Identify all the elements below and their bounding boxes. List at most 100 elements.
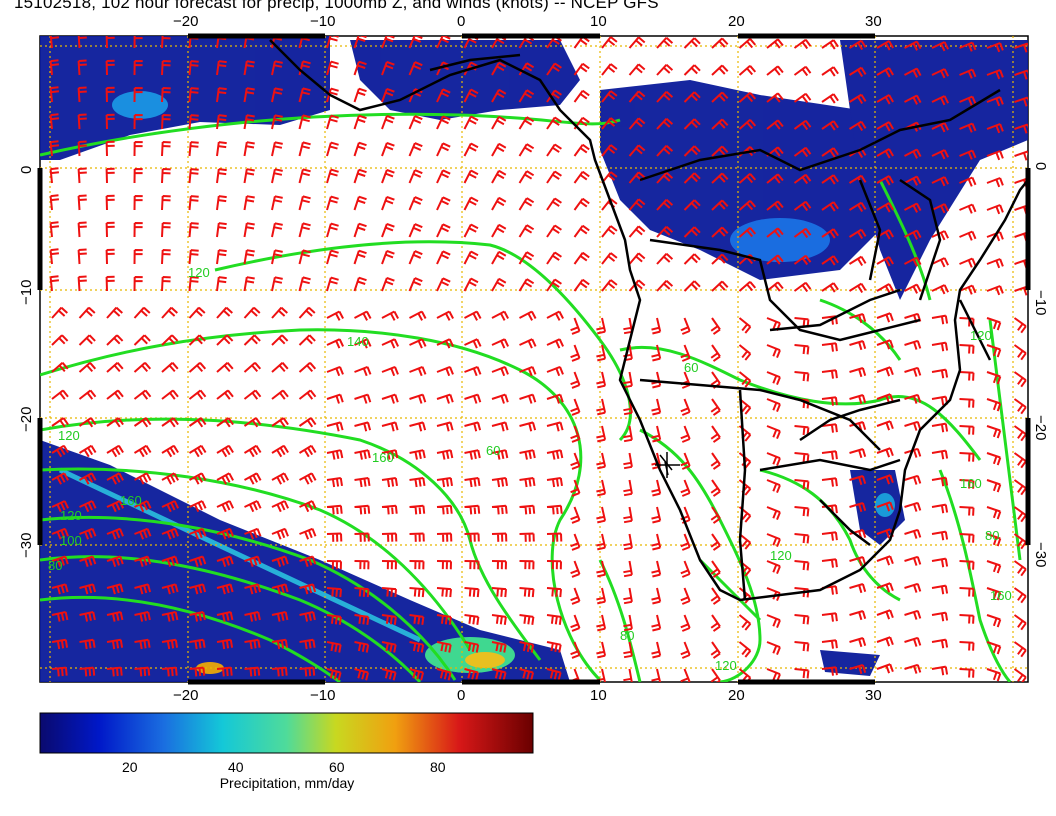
wind-barb [573,278,590,292]
wind-barb [570,479,581,497]
wind-barb [546,310,564,321]
wind-barb [243,141,255,157]
wind-barb [133,195,143,211]
wind-barb [106,666,123,677]
wind-barb [381,36,395,49]
wind-barb [519,393,537,404]
wind-barb [570,425,581,443]
wind-barb [464,477,481,488]
wind-barb [409,310,427,321]
wind-barb [189,500,207,513]
wind-barb [683,226,701,238]
wind-barb [326,532,343,542]
wind-barb [161,195,171,211]
wind-barb [904,67,922,78]
lon-tick-label: 20 [728,687,745,704]
wind-barb [986,285,1004,296]
wind-barb [271,527,289,540]
wind-barb [243,361,262,373]
wind-barb [904,229,922,240]
wind-barb [326,614,342,625]
wind-barb [354,365,372,377]
wind-barb [710,641,721,659]
wind-barb [904,40,922,51]
contour-label: 60 [486,443,500,458]
wind-barb [738,119,757,130]
wind-barb [986,425,1002,439]
wind-barb [546,170,562,184]
wind-barb [986,479,1002,493]
wind-barb [876,663,894,674]
wind-barb [491,587,507,598]
wind-barb [491,338,510,349]
wind-barb [766,200,784,211]
wind-barb [381,449,399,460]
wind-barb [959,230,977,241]
lon-tick-label: −10 [310,687,335,704]
wind-barb [353,114,367,130]
wind-barb [1014,69,1028,80]
wind-barb [570,398,581,416]
wind-barb [876,447,894,458]
wind-barb [133,249,143,265]
wind-barb [271,555,289,568]
wind-barb [161,276,171,292]
wind-barb [546,668,562,681]
wind-barb [436,614,452,625]
wind-barb [133,276,143,292]
wind-barb [134,555,152,568]
wind-barb [931,503,949,514]
wind-barb [188,334,206,346]
wind-barb [546,338,565,349]
wind-barb [519,587,535,598]
wind-barb [134,638,151,650]
wind-barb [766,38,784,49]
wind-barb [876,121,894,132]
wind-barb [821,666,838,676]
wind-barb [49,248,60,265]
wind-barb [876,256,894,267]
wind-barb [601,36,618,49]
wind-barb [959,344,975,354]
wind-barb [656,279,674,292]
wind-barb [436,449,454,460]
wind-barb [931,530,949,541]
wind-barb [651,668,662,682]
wind-barb [491,668,507,681]
wind-barb [651,587,662,605]
wind-barb [51,666,68,677]
wind-barb [464,587,480,598]
wind-barb [243,417,262,428]
wind-barb [1013,398,1027,415]
contour-label: 160 [372,450,394,465]
wind-barb [821,342,838,352]
wind-barb [188,249,199,265]
wind-barb [106,527,124,540]
wind-barb [821,66,839,77]
wind-barb [49,59,60,76]
wind-barb [408,250,423,265]
wind-barb [959,506,975,516]
wind-barb [216,195,227,211]
wind-barb [1013,425,1027,442]
wind-barb [79,555,97,568]
wind-barb [711,118,729,130]
wind-barb [986,614,1002,628]
wind-barb [931,449,949,460]
wind-barb [464,338,482,349]
wind-barb [959,68,977,79]
wind-barb [133,36,143,49]
lon-tick-label: 10 [590,687,607,704]
wind-barb [298,195,311,211]
wind-barb [79,500,97,513]
wind-barb [623,506,633,524]
wind-barb [353,195,367,211]
wind-barbs [49,36,1028,682]
wind-barb [601,63,618,76]
lat-tick-label: 0 [18,166,35,174]
wind-barb [931,95,949,106]
wind-barb [77,140,87,157]
wind-barb [299,527,317,540]
wind-barb [573,62,590,76]
wind-barb [491,449,509,460]
